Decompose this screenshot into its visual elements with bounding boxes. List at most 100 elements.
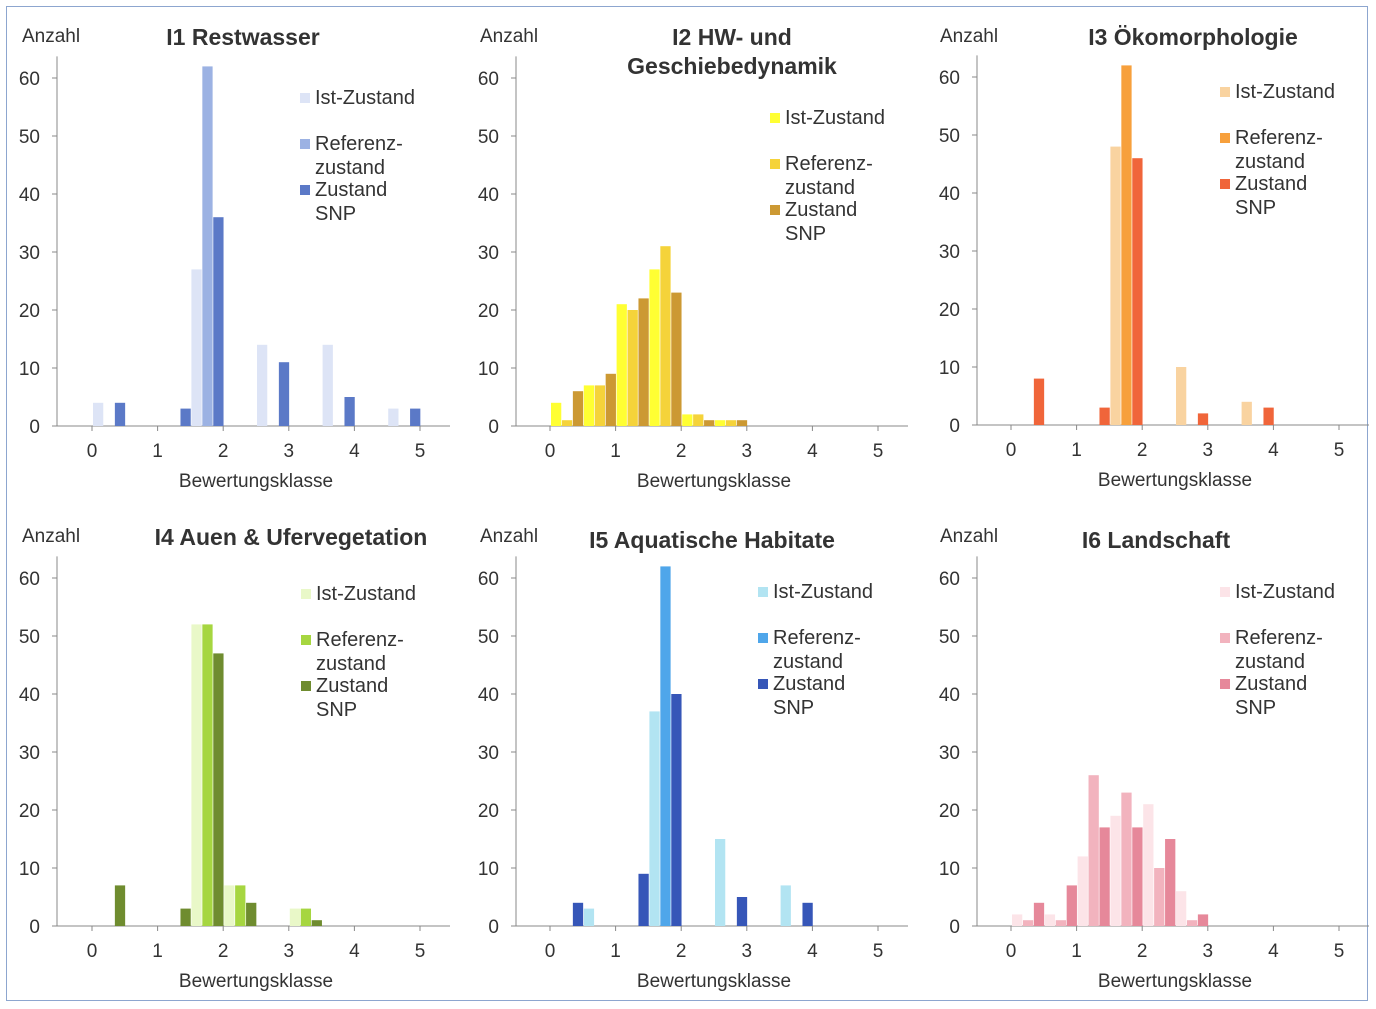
y-tick-label: 30 [939,743,960,764]
x-tick-label: 5 [415,941,426,962]
legend-swatch [301,635,311,645]
bar-referenz-zustand-bin-3 [202,66,213,427]
bar-ist-zustand-bin-1 [583,385,595,426]
bar-zustand-snp-bin-7 [1263,407,1274,425]
bar-ist-zustand-bin-9 [388,408,399,426]
bar-referenz-zustand-bin-4 [693,414,704,426]
x-tick-label: 2 [1137,440,1148,461]
legend-label: Ist-Zustand [1235,581,1335,603]
bar-ist-zustand-bin-3 [1110,815,1121,926]
legend-label: Ist-Zustand [773,581,873,603]
y-tick-label: 0 [949,917,960,938]
legend-swatch [301,681,311,691]
y-tick-label: 50 [19,127,40,148]
x-tick-label: 2 [676,941,687,962]
y-tick-label: 0 [488,417,499,438]
x-tick-label: 1 [1071,941,1082,962]
x-tick-label: 4 [807,441,818,462]
bar-ist-zustand-bin-3 [649,269,660,426]
bar-zustand-snp-bin-3 [213,653,224,926]
x-tick-label: 5 [1334,941,1345,962]
y-axis-label: Anzahl [22,526,80,547]
bar-ist-zustand-bin-2 [616,304,627,426]
x-tick-label: 0 [87,941,98,962]
chart-title: I4 Auen & Ufervegetation [155,524,428,550]
legend-label: SNP [315,203,356,225]
bar-ist-zustand-bin-7 [780,885,791,926]
legend-label: Zustand [316,675,388,697]
y-tick-label: 60 [939,68,960,89]
x-tick-label: 1 [610,441,621,462]
x-axis-label: Bewertungsklasse [637,971,791,992]
y-tick-label: 60 [939,569,960,590]
x-tick-label: 1 [610,941,621,962]
x-tick-label: 4 [1268,941,1279,962]
y-tick-label: 20 [939,801,960,822]
chart-title: I1 Restwasser [166,24,319,50]
x-tick-label: 0 [87,441,98,462]
y-tick-label: 0 [29,917,40,938]
chart-title: Geschiebedynamik [627,53,837,79]
legend-label: Ist-Zustand [785,107,885,129]
x-tick-label: 1 [1071,440,1082,461]
bar-zustand-snp-bin-4 [1165,839,1176,926]
x-tick-label: 2 [1137,941,1148,962]
legend-swatch [300,185,310,195]
bar-ist-zustand-bin-0 [551,402,562,426]
y-tick-label: 0 [29,417,40,438]
legend-label: Zustand [315,179,387,201]
bar-zustand-snp-bin-6 [311,920,322,926]
legend-label: Zustand [773,673,845,695]
y-tick-label: 60 [478,569,499,590]
legend-swatch [770,159,780,169]
x-tick-label: 3 [1203,941,1214,962]
bar-ist-zustand-bin-4 [682,414,693,426]
x-axis-label: Bewertungsklasse [1098,971,1252,992]
x-axis-label: Bewertungsklasse [179,471,333,492]
chart-title: I5 Aquatische Habitate [589,527,835,553]
y-axis-label: Anzahl [480,526,538,547]
bar-ist-zustand-bin-1 [583,908,595,926]
bar-referenz-zustand-bin-3 [660,566,671,926]
y-tick-label: 50 [939,627,960,648]
bar-zustand-snp-bin-2 [638,298,649,426]
y-tick-label: 20 [19,301,40,322]
y-tick-label: 60 [478,69,499,90]
x-tick-label: 5 [1334,440,1345,461]
legend-swatch [758,633,768,643]
legend-label: Zustand [1235,673,1307,695]
y-tick-label: 40 [19,685,40,706]
y-axis-label: Anzahl [940,26,998,47]
legend-swatch [770,113,780,123]
legend-swatch [300,139,310,149]
bar-zustand-snp-bin-5 [1197,413,1209,425]
bar-referenz-zustand-bin-3 [660,246,671,426]
bar-ist-zustand-bin-3 [1110,146,1121,425]
bar-zustand-snp-bin-0 [572,902,584,926]
bar-zustand-snp-bin-0 [114,402,126,426]
y-tick-label: 40 [478,685,499,706]
bar-referenz-zustand-bin-1 [594,385,606,426]
bar-ist-zustand-bin-1 [1044,914,1056,926]
chart-panel-2: 0 10 20 30 40 50 60 0 1 2 3 4 5 Anzahl Bewertungsklass… [478,24,908,492]
bar-ist-zustand-bin-3 [649,711,660,926]
legend-label: SNP [785,223,826,245]
x-tick-label: 4 [349,941,360,962]
bar-ist-zustand-bin-4 [224,885,235,926]
x-tick-label: 2 [676,441,687,462]
chart-title: I2 HW- und [672,24,792,50]
y-tick-label: 20 [19,801,40,822]
legend-swatch [1220,179,1230,189]
bar-zustand-snp-bin-2 [638,873,649,926]
legend-swatch [758,587,768,597]
y-tick-label: 10 [478,859,499,880]
chart-title: I3 Ökomorphologie [1088,24,1298,50]
bar-referenz-zustand-bin-1 [1055,920,1067,926]
legend-label: Zustand [1235,173,1307,195]
legend-label: Ist-Zustand [316,583,416,605]
y-tick-label: 50 [939,126,960,147]
bar-ist-zustand-bin-3 [191,624,202,926]
chart-panel-3: 0 10 20 30 40 50 60 0 1 2 3 4 5 Anzahl Bewertungsklass… [939,24,1369,491]
legend-label: Referenz- [1235,627,1323,649]
y-tick-label: 10 [939,859,960,880]
